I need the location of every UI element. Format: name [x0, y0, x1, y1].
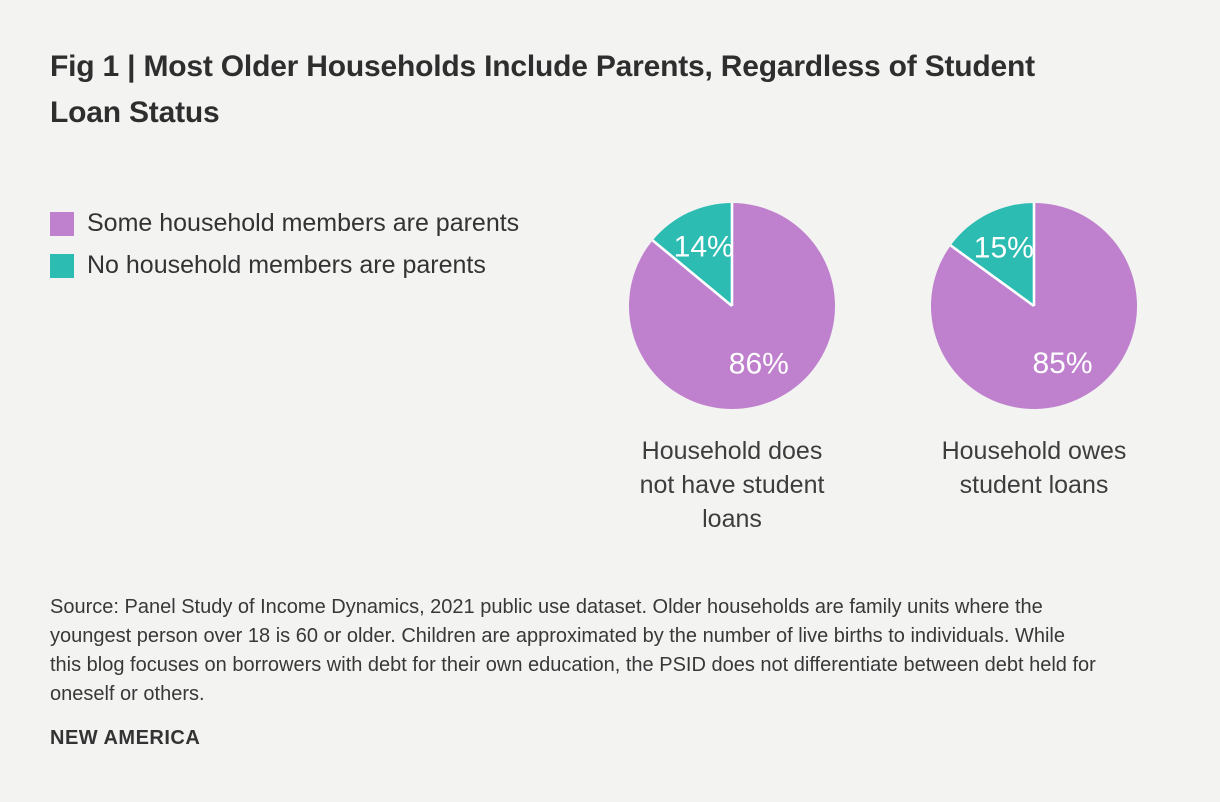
- legend-swatch-parents-icon: [50, 211, 74, 236]
- pie-caption-owes-student-loans: Household owes student loans: [941, 437, 1127, 499]
- pie-slice-value-label: 85%: [1032, 347, 1092, 380]
- legend-label-no-parents: No household members are parents: [87, 251, 486, 279]
- pie-caption-no-student-loans: Household does not have student loans: [639, 437, 825, 533]
- pie-slice-value-label: 86%: [729, 348, 789, 381]
- pie-slice-no-parents: [652, 203, 732, 306]
- pie-chart-no-student-loans: 86% 14%: [629, 203, 836, 409]
- pie-slice-value-label: 15%: [974, 232, 1034, 265]
- pie-chart-owes-student-loans: 85% 15%: [931, 203, 1138, 409]
- pie-slice-value-label: 14%: [674, 231, 734, 264]
- pie-slice-no-parents: [950, 203, 1034, 306]
- legend-label-parents: Some household members are parents: [87, 209, 520, 237]
- figure-title: Fig 1 | Most Older Households Include Pa…: [50, 50, 1035, 129]
- legend-item-no-parents: No household members are parents: [50, 251, 519, 280]
- chart-legend: Some household members are parents No ho…: [50, 209, 519, 280]
- brand-wordmark: NEW AMERICA: [50, 727, 201, 749]
- pie-slice-divider: [651, 239, 733, 308]
- pie-slice-divider: [949, 244, 1035, 308]
- legend-swatch-no-parents-icon: [50, 253, 74, 278]
- legend-item-parents: Some household members are parents: [50, 209, 519, 238]
- source-note: Source: Panel Study of Income Dynamics, …: [50, 596, 1096, 705]
